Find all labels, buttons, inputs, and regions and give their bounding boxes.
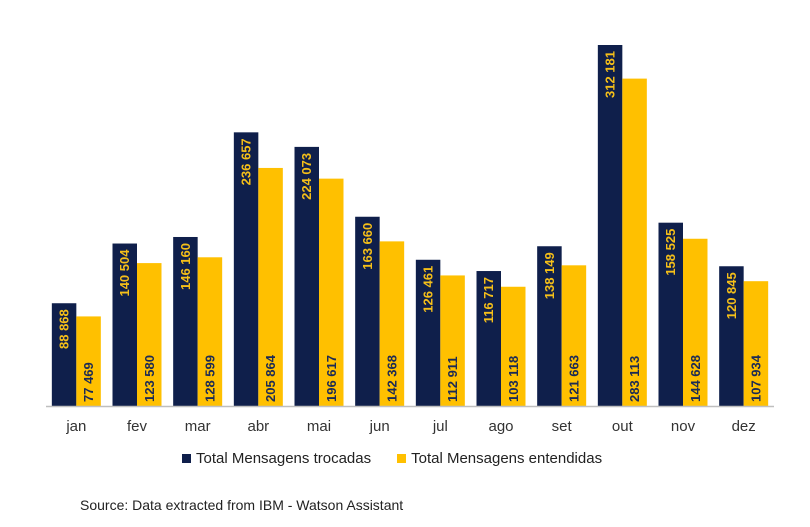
- data-label-entendidas-jun: 142 368: [384, 355, 399, 402]
- data-label-trocadas-jun: 163 660: [360, 223, 375, 270]
- data-label-trocadas-out: 312 181: [603, 51, 618, 98]
- x-tick-label-out: out: [612, 418, 634, 435]
- chart-legend: Total Mensagens trocadas Total Mensagens…: [182, 450, 628, 467]
- data-label-entendidas-jan: 77 469: [81, 362, 96, 402]
- data-label-trocadas-mar: 146 160: [178, 243, 193, 290]
- bar-entendidas-abr: [258, 167, 283, 406]
- x-tick-label-mar: mar: [185, 418, 211, 435]
- bar-trocadas-dez: [719, 266, 744, 406]
- legend-label-entendidas: Total Mensagens entendidas: [411, 450, 603, 467]
- bar-entendidas-mai: [319, 178, 344, 406]
- x-tick-label-ago: ago: [488, 418, 513, 435]
- legend-item-entendidas: Total Mensagens entendidas: [397, 450, 602, 467]
- x-tick-label-abr: abr: [247, 418, 269, 435]
- data-label-entendidas-dez: 107 934: [748, 354, 763, 402]
- data-label-entendidas-fev: 123 580: [142, 355, 157, 402]
- legend-label-trocadas: Total Mensagens trocadas: [196, 450, 372, 467]
- x-tick-label-dez: dez: [732, 418, 756, 435]
- data-label-entendidas-out: 283 113: [627, 356, 642, 402]
- x-tick-label-jul: jul: [432, 418, 448, 435]
- legend-swatch-trocadas: [182, 454, 191, 463]
- x-tick-label-nov: nov: [671, 418, 696, 435]
- data-label-entendidas-mai: 196 617: [324, 355, 339, 402]
- bar-trocadas-set: [537, 246, 562, 406]
- data-label-entendidas-ago: 103 118: [506, 356, 521, 402]
- bar-entendidas-fev: [137, 263, 162, 406]
- bar-chart: 88 868 77 469 jan 140 504 123 580 fev 146 160 1…: [46, 45, 774, 435]
- data-label-trocadas-set: 138 149: [542, 252, 557, 299]
- data-label-trocadas-jul: 126 461: [421, 266, 436, 313]
- bar-trocadas-abr: [233, 132, 259, 406]
- bar-entendidas-out: [622, 78, 647, 407]
- data-label-entendidas-abr: 205 864: [263, 354, 278, 402]
- bar-entendidas-ago: [501, 286, 526, 406]
- bar-entendidas-dez: [743, 281, 769, 406]
- x-tick-label-fev: fev: [127, 418, 148, 435]
- data-label-trocadas-nov: 158 525: [663, 229, 678, 276]
- data-label-entendidas-nov: 144 628: [688, 355, 703, 402]
- data-label-trocadas-abr: 236 657: [239, 138, 254, 185]
- bar-trocadas-jan: [51, 303, 77, 406]
- data-label-trocadas-ago: 116 717: [481, 277, 496, 323]
- data-label-entendidas-set: 121 663: [566, 355, 581, 402]
- legend-swatch-entendidas: [397, 454, 407, 463]
- x-tick-label-jan: jan: [65, 418, 86, 435]
- data-label-entendidas-jul: 112 911: [445, 356, 460, 402]
- bar-trocadas-ago: [476, 271, 501, 406]
- x-tick-label-jun: jun: [369, 418, 390, 435]
- bar-trocadas-jun: [355, 216, 380, 406]
- data-label-trocadas-jan: 88 868: [57, 309, 72, 349]
- bar-entendidas-jul: [440, 275, 465, 406]
- bar-trocadas-mar: [173, 236, 198, 406]
- data-label-entendidas-mar: 128 599: [202, 355, 217, 402]
- x-tick-label-mai: mai: [307, 418, 331, 435]
- legend-item-trocadas: Total Mensagens trocadas: [182, 450, 371, 467]
- x-tick-label-set: set: [552, 418, 573, 435]
- data-label-trocadas-mai: 224 073: [299, 153, 314, 200]
- data-label-trocadas-dez: 120 845: [724, 272, 739, 319]
- bar-entendidas-mar: [197, 257, 223, 406]
- bar-entendidas-jun: [379, 241, 405, 406]
- bar-trocadas-mai: [294, 146, 319, 407]
- bar-trocadas-jul: [415, 259, 441, 406]
- bar-trocadas-out: [597, 45, 623, 406]
- bar-entendidas-jan: [76, 316, 101, 406]
- source-note: Source: Data extracted from IBM - Watson…: [80, 497, 404, 513]
- bar-trocadas-nov: [658, 222, 683, 406]
- bar-trocadas-fev: [112, 243, 137, 406]
- bar-entendidas-set: [561, 265, 587, 406]
- data-label-trocadas-fev: 140 504: [117, 249, 132, 297]
- bar-entendidas-nov: [683, 238, 708, 406]
